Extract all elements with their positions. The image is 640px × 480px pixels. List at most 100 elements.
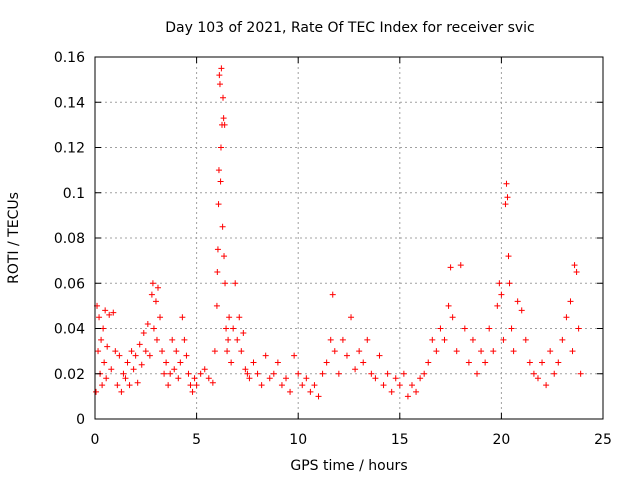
data-point [214, 246, 221, 253]
data-point [503, 180, 510, 187]
data-point [148, 291, 155, 298]
data-point [505, 253, 512, 260]
data-point [242, 366, 249, 373]
data-point [508, 325, 515, 332]
data-point [368, 370, 375, 377]
data-point [220, 94, 227, 101]
data-point [404, 393, 411, 400]
data-point [384, 370, 391, 377]
data-point [396, 382, 403, 389]
data-point [177, 359, 184, 366]
data-point [146, 352, 153, 359]
data-point [221, 121, 228, 128]
data-point [209, 379, 216, 386]
data-point [303, 375, 310, 382]
data-point [120, 370, 127, 377]
data-point [457, 262, 464, 269]
data-point [154, 284, 161, 291]
data-point [220, 115, 227, 122]
data-point [136, 341, 143, 348]
data-point [116, 352, 123, 359]
data-point [496, 280, 503, 287]
data-point [573, 268, 580, 275]
data-point [518, 307, 525, 314]
data-point [266, 375, 273, 382]
data-point [437, 325, 444, 332]
data-point [262, 352, 269, 359]
data-point [225, 336, 232, 343]
data-points [93, 65, 584, 400]
data-point [500, 336, 507, 343]
data-point [352, 366, 359, 373]
data-point [502, 201, 509, 208]
data-point [408, 382, 415, 389]
data-point [187, 382, 194, 389]
data-point [274, 359, 281, 366]
data-point [193, 382, 200, 389]
data-point [543, 382, 550, 389]
data-point [98, 336, 105, 343]
data-point [356, 348, 363, 355]
data-point [153, 336, 160, 343]
data-point [530, 370, 537, 377]
data-point [142, 348, 149, 355]
data-point [240, 330, 247, 337]
data-point [250, 359, 257, 366]
data-point [213, 302, 220, 309]
data-point [102, 307, 109, 314]
data-point [449, 314, 456, 321]
data-point [372, 375, 379, 382]
data-point [95, 348, 102, 355]
data-point [295, 370, 302, 377]
data-point [571, 262, 578, 269]
data-point [205, 375, 212, 382]
data-point [291, 352, 298, 359]
data-point [230, 325, 237, 332]
data-point [569, 348, 576, 355]
data-point [311, 382, 318, 389]
data-point [465, 359, 472, 366]
data-point [167, 370, 174, 377]
data-point [482, 359, 489, 366]
data-point [238, 348, 245, 355]
data-point [236, 314, 243, 321]
x-tick-label: 15 [391, 432, 409, 448]
data-point [112, 348, 119, 355]
chart-title: Day 103 of 2021, Rate Of TEC Index for r… [165, 20, 535, 36]
data-point [270, 370, 277, 377]
data-point [559, 336, 566, 343]
data-point [106, 311, 113, 318]
data-point [433, 348, 440, 355]
data-point [551, 370, 558, 377]
data-point [228, 359, 235, 366]
data-point [413, 388, 420, 395]
data-point [130, 366, 137, 373]
data-point [319, 370, 326, 377]
y-axis-label: ROTI / TECUs [6, 192, 22, 284]
data-point [161, 370, 168, 377]
data-point [244, 370, 251, 377]
axis-ticks: 0 5 10 15 20 25 0 0.02 0.04 0.06 0.08 0.1 0.12 0.14 0.… [54, 50, 612, 448]
data-point [323, 359, 330, 366]
data-point [124, 359, 131, 366]
data-point [218, 65, 225, 72]
data-point [224, 348, 231, 355]
data-point [425, 359, 432, 366]
data-point [100, 325, 107, 332]
data-point [232, 280, 239, 287]
data-point [179, 314, 186, 321]
data-point [138, 361, 145, 368]
data-point [217, 144, 224, 151]
data-point [254, 370, 261, 377]
data-point [134, 379, 141, 386]
data-point [223, 325, 230, 332]
data-point [197, 370, 204, 377]
data-point [132, 352, 139, 359]
data-point [364, 336, 371, 343]
y-tick-label: 0.06 [54, 276, 85, 292]
data-point [93, 388, 100, 395]
data-point [283, 375, 290, 382]
data-point [329, 291, 336, 298]
data-point [498, 291, 505, 298]
data-point [185, 370, 192, 377]
